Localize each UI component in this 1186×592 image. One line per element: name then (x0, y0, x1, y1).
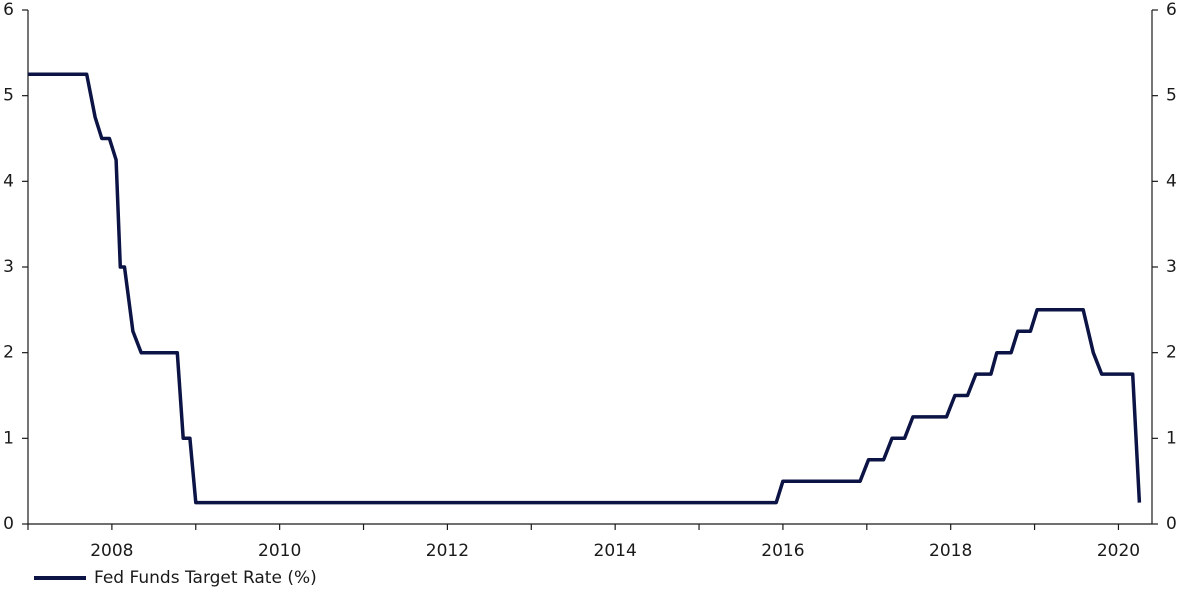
right-y-tick-label: 0 (1166, 514, 1177, 534)
right-y-tick-label: 2 (1166, 343, 1177, 363)
right-y-tick-label: 3 (1166, 257, 1177, 277)
left-y-tick-label: 1 (3, 428, 14, 448)
right-y-tick-label: 4 (1166, 171, 1177, 191)
x-tick-label: 2020 (1097, 541, 1140, 560)
left-y-tick-label: 3 (3, 257, 14, 277)
legend-label: Fed Funds Target Rate (%) (94, 568, 317, 588)
left-y-tick-label: 0 (3, 514, 14, 534)
x-tick-label: 2012 (426, 541, 469, 560)
left-y-tick-label: 4 (3, 171, 14, 191)
fed-funds-rate-line (28, 72, 1142, 505)
x-tick-label: 2016 (761, 541, 804, 560)
x-ticks: 2008 2010 2012 2014 2016 2018 2020 (27, 524, 1140, 560)
x-tick-label: 2008 (90, 541, 133, 560)
line-chart: 0 1 2 3 4 5 6 0 1 2 3 4 5 6 2008 2010 2012 2014 2016 2018… (3, 0, 1177, 560)
right-y-tick-label: 5 (1166, 86, 1177, 106)
right-y-ticks: 0 1 2 3 4 5 6 (1152, 0, 1177, 534)
plot-frame (27, 10, 1153, 525)
left-y-ticks: 0 1 2 3 4 5 6 (3, 0, 28, 534)
right-y-tick-label: 1 (1166, 428, 1177, 448)
x-tick-label: 2014 (594, 541, 637, 560)
legend-swatch (34, 576, 86, 580)
left-y-tick-label: 6 (3, 0, 14, 20)
left-y-tick-label: 5 (3, 86, 14, 106)
right-y-tick-label: 6 (1166, 0, 1177, 20)
x-tick-label: 2010 (258, 541, 301, 560)
x-tick-label: 2018 (929, 541, 972, 560)
left-y-tick-label: 2 (3, 343, 14, 363)
legend: Fed Funds Target Rate (%) (34, 568, 317, 588)
